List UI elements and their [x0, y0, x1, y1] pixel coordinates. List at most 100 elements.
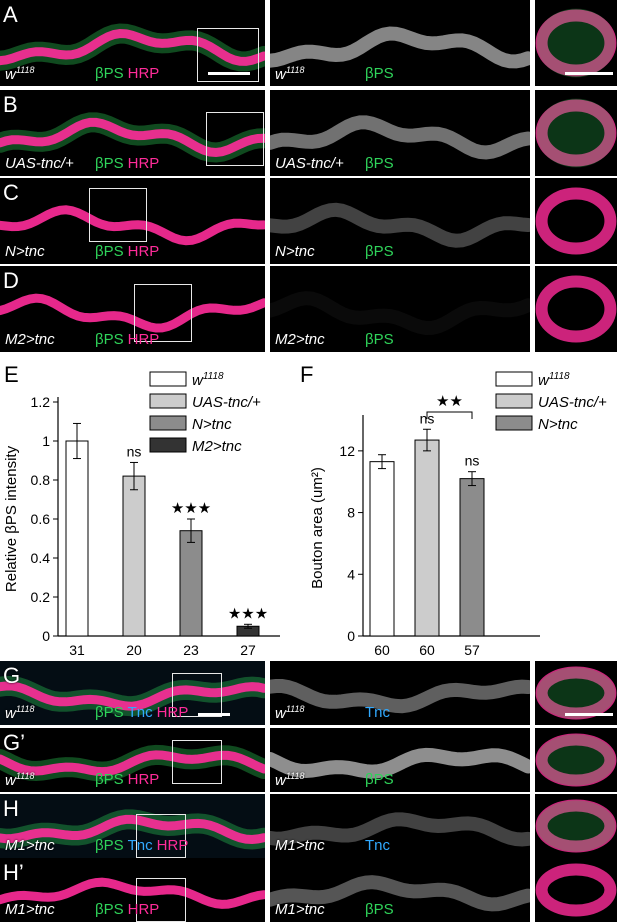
significance-label: ★★★ [171, 500, 211, 517]
micrograph [270, 875, 530, 912]
genotype-superscript: 1118 [15, 704, 35, 714]
y-tick-label: 0 [347, 628, 355, 644]
legend-label: N>tnc [192, 416, 232, 433]
channel-hrp-label: HRP [127, 901, 160, 918]
channel-hrp-label: HRP [127, 155, 160, 172]
channel-label: βPS [365, 331, 394, 348]
legend-swatch [149, 415, 187, 431]
bar [179, 530, 203, 637]
category-label: 27 [240, 642, 256, 658]
channel-beta-ps-label: βPS [95, 155, 124, 172]
channel-beta-ps-label: βPS [95, 243, 124, 260]
image-panel-zoom [535, 0, 617, 86]
y-tick-label: 1.2 [31, 394, 51, 410]
micrograph [535, 8, 617, 78]
micrograph [270, 679, 530, 714]
genotype-superscript: 1118 [285, 771, 305, 781]
channel-label: Tnc [365, 704, 391, 721]
legend-label: w1118 [192, 371, 224, 389]
legend-swatch [149, 371, 187, 387]
panel-label: C [3, 180, 19, 205]
panel-label: B [3, 92, 18, 117]
significance-label: ns [127, 443, 142, 459]
genotype-label: w1118 [5, 771, 35, 789]
bar [459, 478, 485, 637]
image-panel-single-channel [270, 858, 530, 922]
y-tick-label: 12 [339, 443, 355, 459]
micrograph [535, 187, 617, 255]
single-channel-label: Tnc [365, 838, 394, 853]
zoom-region-box [197, 28, 259, 82]
image-panel-zoom [535, 858, 617, 922]
bar [122, 475, 146, 637]
micrograph [270, 747, 530, 779]
legend-label: UAS-tnc/+ [538, 394, 607, 411]
y-tick-label: 0.8 [31, 472, 51, 488]
image-panel-merge [0, 728, 265, 792]
channel-hrp-label: HRP [156, 704, 189, 721]
genotype-superscript: 1118 [15, 65, 35, 75]
channel-label: βPS [365, 901, 394, 918]
image-panel-merge [0, 858, 265, 922]
channel-beta-ps-label: βPS [95, 771, 124, 788]
chart-e: 0 0.2 0.4 0.6 0.8 1 1.2 Relative βPS intensity 3… [3, 371, 280, 658]
channel-labels: βPS Tnc HRP [95, 705, 192, 720]
image-panel-zoom [535, 266, 617, 352]
y-tick-label: 1 [42, 433, 50, 449]
micrograph [535, 863, 617, 917]
legend-swatch [149, 437, 187, 453]
image-panel-merge [0, 90, 265, 176]
y-tick-label: 8 [347, 505, 355, 521]
image-panel-zoom [535, 178, 617, 264]
channel-hrp-label: HRP [127, 331, 160, 348]
bar [65, 440, 89, 637]
panel-label: G’ [3, 730, 25, 755]
y-tick-label: 0.6 [31, 511, 51, 527]
genotype-label-single: M2>tnc [275, 331, 325, 348]
channel-label: βPS [365, 155, 394, 172]
bracket-significance-label: ★★ [436, 393, 463, 410]
y-axis-label: Bouton area (um²) [309, 467, 326, 589]
image-panel-merge [0, 266, 265, 352]
significance-bracket [426, 411, 473, 419]
panel-label: G [3, 663, 21, 688]
genotype-label: M2>tnc [5, 331, 55, 348]
single-channel-label: βPS [365, 772, 398, 787]
legend-label: N>tnc [538, 416, 578, 433]
image-panel-single-channel [270, 794, 530, 858]
zoom-region-box [136, 814, 186, 858]
channel-beta-ps-label: βPS [95, 331, 124, 348]
micrograph [270, 812, 530, 847]
single-channel-label: βPS [365, 332, 398, 347]
legend-swatch [495, 393, 533, 409]
category-label: 60 [419, 642, 435, 658]
micrograph [0, 23, 265, 72]
genotype-label-single: w1118 [275, 771, 305, 789]
significance-label: ★★★ [228, 605, 268, 622]
y-tick-label: 0.2 [31, 589, 51, 605]
micrograph [270, 26, 530, 69]
panel-label: H’ [3, 860, 24, 885]
micrograph [535, 275, 617, 343]
zoom-region-box [136, 878, 186, 922]
channel-tnc-label: Tnc [127, 837, 153, 854]
genotype-label: N>tnc [5, 243, 45, 260]
channel-beta-ps-label: βPS [95, 65, 124, 82]
image-panel-single-channel [270, 0, 530, 86]
micrograph [0, 794, 265, 858]
genotype-label-single: M1>tnc [275, 901, 325, 918]
image-panel-single-channel [270, 178, 530, 264]
micrograph [0, 293, 265, 333]
genotype-label: w1118 [5, 65, 35, 83]
micrograph [0, 744, 265, 782]
channel-labels: βPS Tnc HRP [95, 838, 192, 853]
zoom-region-box [172, 740, 222, 784]
image-panel-merge [0, 178, 265, 264]
image-panel-single-channel [270, 661, 530, 725]
image-panel-merge [0, 794, 265, 858]
channel-label: βPS [365, 65, 394, 82]
legend-swatch [149, 393, 187, 409]
scale-bar [565, 72, 613, 75]
zoom-region-box [172, 673, 222, 717]
